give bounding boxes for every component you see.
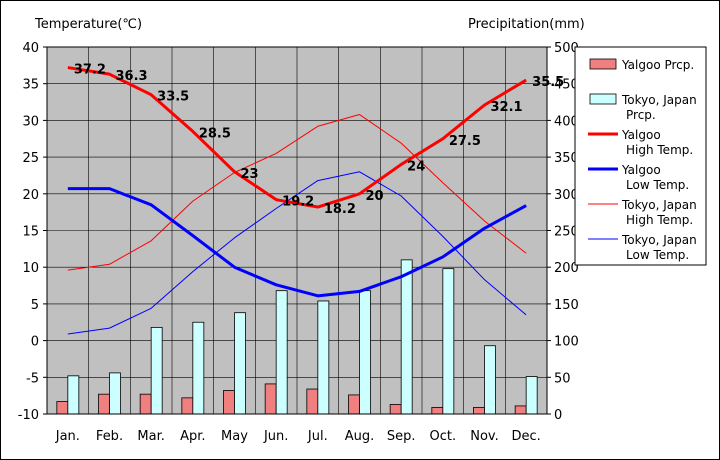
right-tick-label: 200 bbox=[554, 261, 579, 276]
bar-yalgoo-prcp bbox=[431, 406, 444, 415]
bar-yalgoo-prcp bbox=[514, 405, 527, 415]
high-temp-value-labels: 37.2 36.3 33.5 28.5 23 19.2 18.2 20 24 27.5 32.1 35… bbox=[74, 63, 564, 217]
legend-box bbox=[574, 46, 707, 266]
left-tick-label: -5 bbox=[26, 371, 39, 386]
bar-yalgoo-prcp bbox=[223, 390, 235, 415]
right-tick-label: 50 bbox=[554, 371, 571, 386]
precipitation-bars bbox=[56, 259, 538, 415]
left-tick-label: 20 bbox=[22, 188, 39, 203]
right-tick-label: 400 bbox=[554, 114, 579, 129]
legend-label: Prcp. bbox=[626, 108, 656, 122]
bar-tokyo-prcp bbox=[400, 259, 413, 415]
bar-tokyo-prcp bbox=[442, 268, 455, 415]
x-tick-label: Jul. bbox=[307, 429, 328, 444]
bar-yalgoo-prcp bbox=[181, 397, 194, 415]
left-tick-label: 5 bbox=[31, 298, 39, 313]
high-temp-label: 23 bbox=[241, 167, 259, 182]
right-tick-label: 350 bbox=[554, 151, 579, 166]
high-temp-label: 24 bbox=[407, 159, 425, 174]
yalgoo-low-line bbox=[67, 187, 527, 298]
bar-tokyo-prcp bbox=[525, 376, 538, 415]
bar-yalgoo-prcp bbox=[348, 394, 360, 415]
high-temp-label: 18.2 bbox=[324, 202, 356, 217]
right-axis-label: Precipitation(mm) bbox=[468, 17, 585, 32]
x-tick-label: Aug. bbox=[345, 429, 375, 444]
legend-label: Tokyo, Japan bbox=[621, 198, 697, 212]
bar-yalgoo-prcp bbox=[389, 404, 402, 415]
legend-label: Tokyo, Japan bbox=[621, 93, 697, 107]
high-temp-label: 27.5 bbox=[449, 134, 481, 149]
high-temp-label: 32.1 bbox=[491, 100, 523, 115]
bar-yalgoo-prcp bbox=[98, 393, 110, 415]
x-tick-label: Jan. bbox=[55, 429, 80, 444]
legend-label: Low Temp. bbox=[626, 178, 689, 192]
x-tick-label: Dec. bbox=[512, 429, 541, 444]
left-axis-ticks: 40 35 30 25 20 15 10 5 0 -5 -10 bbox=[18, 41, 47, 423]
right-tick-label: 0 bbox=[554, 408, 562, 423]
legend-label: Yalgoo bbox=[621, 163, 661, 177]
left-tick-label: 0 bbox=[31, 335, 39, 350]
yalgoo-high-line bbox=[67, 66, 527, 209]
high-temp-label: 33.5 bbox=[157, 90, 189, 105]
x-tick-label: Jun. bbox=[263, 429, 288, 444]
bar-tokyo-prcp bbox=[359, 290, 371, 415]
bar-yalgoo-prcp bbox=[473, 406, 485, 415]
bar-yalgoo-prcp bbox=[264, 383, 277, 415]
x-tick-label: Apr. bbox=[180, 429, 205, 444]
bar-tokyo-prcp bbox=[192, 321, 205, 415]
legend-label: Yalgoo bbox=[621, 128, 661, 142]
high-temp-label: 28.5 bbox=[199, 126, 231, 141]
high-temp-label: 36.3 bbox=[116, 69, 148, 84]
bar-tokyo-prcp bbox=[109, 372, 121, 415]
left-tick-label: 40 bbox=[22, 41, 39, 56]
right-tick-label: 100 bbox=[554, 335, 579, 350]
x-tick-label: Sep. bbox=[387, 429, 416, 444]
right-tick-label: 300 bbox=[554, 188, 579, 203]
right-tick-label: 500 bbox=[554, 41, 579, 56]
bar-tokyo-prcp bbox=[275, 290, 288, 415]
x-tick-label: Nov. bbox=[470, 429, 499, 444]
left-tick-label: 15 bbox=[22, 225, 39, 240]
right-tick-label: 150 bbox=[554, 298, 579, 313]
left-axis-label: Temperature(℃) bbox=[34, 17, 142, 32]
high-temp-label: 37.2 bbox=[74, 63, 106, 78]
bar-yalgoo-prcp bbox=[56, 401, 69, 415]
tokyo-high-line bbox=[67, 114, 527, 271]
high-temp-label: 20 bbox=[366, 189, 384, 204]
bar-tokyo-prcp bbox=[150, 326, 163, 415]
high-temp-label: 35.5 bbox=[532, 75, 564, 90]
bar-tokyo-prcp bbox=[484, 345, 496, 415]
left-tick-label: 10 bbox=[22, 261, 39, 276]
left-tick-label: 30 bbox=[22, 114, 39, 129]
bar-tokyo-prcp bbox=[67, 375, 80, 415]
legend-swatch bbox=[589, 93, 617, 105]
left-tick-label: -10 bbox=[18, 408, 39, 423]
legend-label: Yalgoo Prcp. bbox=[621, 58, 694, 72]
x-tick-label: Oct. bbox=[430, 429, 457, 444]
legend-swatch bbox=[589, 58, 617, 70]
bar-yalgoo-prcp bbox=[306, 388, 319, 415]
x-axis-ticks: Jan. Feb. Mar. Apr. May Jun. Jul. Aug. Sep. Oct. N… bbox=[55, 429, 541, 444]
right-tick-label: 450 bbox=[554, 78, 579, 93]
temperature-lines bbox=[67, 66, 527, 335]
legend-label: High Temp. bbox=[626, 143, 693, 157]
legend-label: Tokyo, Japan bbox=[621, 233, 697, 247]
x-tick-label: May bbox=[221, 429, 248, 444]
legend-label: High Temp. bbox=[626, 213, 693, 227]
bar-tokyo-prcp bbox=[234, 312, 246, 415]
left-tick-label: 35 bbox=[22, 78, 39, 93]
legend-label: Low Temp. bbox=[626, 248, 689, 262]
bar-yalgoo-prcp bbox=[139, 393, 152, 415]
x-tick-label: Mar. bbox=[137, 429, 164, 444]
legend: Yalgoo Prcp.Tokyo, JapanPrcp.YalgooHigh … bbox=[574, 46, 707, 266]
tokyo-low-line bbox=[67, 171, 527, 335]
bar-tokyo-prcp bbox=[317, 300, 330, 415]
left-tick-label: 25 bbox=[22, 151, 39, 166]
right-tick-label: 250 bbox=[554, 225, 579, 240]
high-temp-label: 19.2 bbox=[282, 195, 314, 210]
x-tick-label: Feb. bbox=[96, 429, 123, 444]
